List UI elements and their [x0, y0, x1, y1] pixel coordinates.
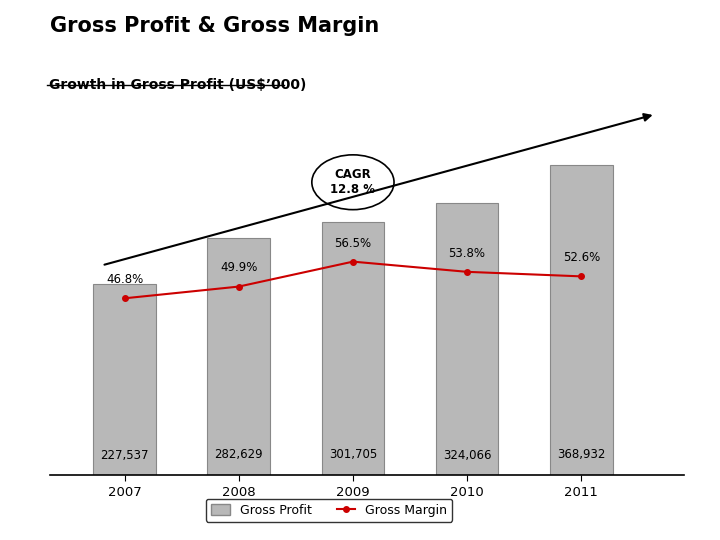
Ellipse shape: [312, 155, 394, 210]
Text: Growth in Gross Profit (US$’000): Growth in Gross Profit (US$’000): [49, 78, 306, 92]
Bar: [322, 222, 384, 475]
Text: 324,066: 324,066: [443, 449, 491, 462]
Text: 56.5%: 56.5%: [334, 237, 372, 249]
Text: CAGR
12.8 %: CAGR 12.8 %: [330, 168, 375, 196]
Text: 368,932: 368,932: [557, 448, 606, 461]
Legend: Gross Profit, Gross Margin: Gross Profit, Gross Margin: [206, 499, 452, 522]
Text: 282,629: 282,629: [215, 448, 263, 461]
Text: 53.8%: 53.8%: [449, 247, 485, 260]
Text: 46.8%: 46.8%: [106, 273, 143, 286]
Text: 301,705: 301,705: [329, 448, 377, 461]
Text: Gross Profit & Gross Margin: Gross Profit & Gross Margin: [50, 16, 379, 36]
Text: 49.9%: 49.9%: [220, 261, 258, 274]
Bar: [207, 238, 270, 475]
Bar: [436, 203, 498, 475]
Bar: [550, 165, 613, 475]
Text: 52.6%: 52.6%: [562, 251, 600, 264]
Bar: [93, 284, 156, 475]
Text: 227,537: 227,537: [100, 449, 149, 462]
